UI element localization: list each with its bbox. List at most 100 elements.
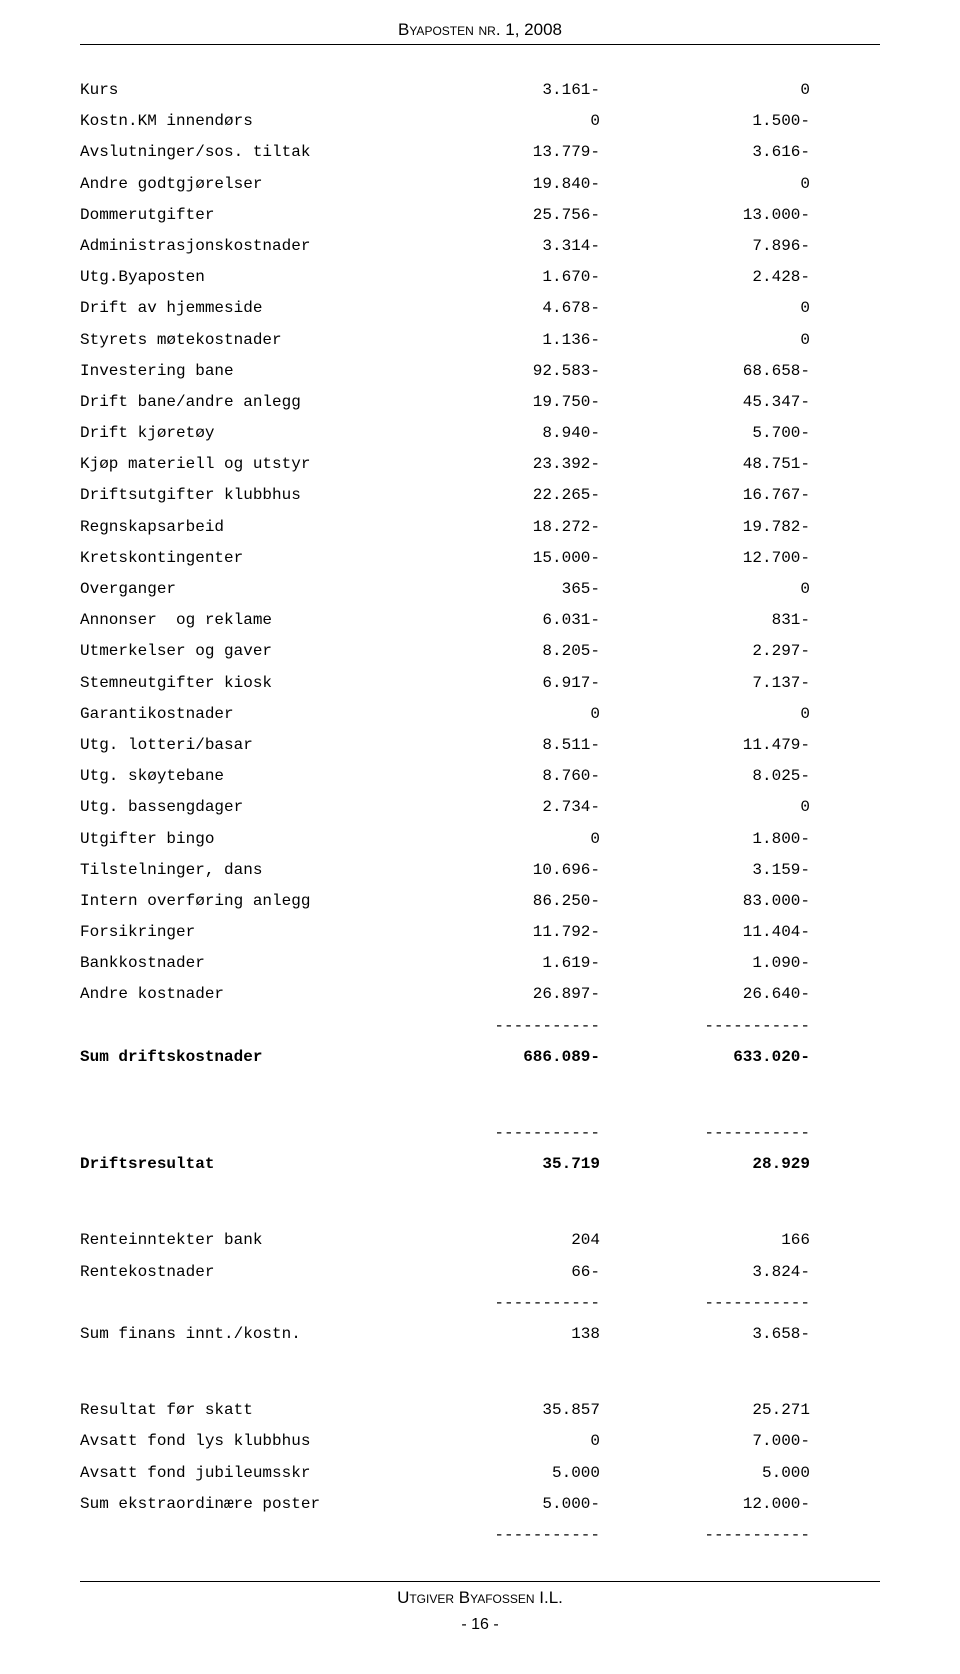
sum-finans-c2: 3.658- (600, 1319, 810, 1350)
footer-rule (80, 1581, 880, 1582)
divider: ----------- (600, 1118, 810, 1149)
finans-row: Renteinntekter bank204166 (80, 1225, 880, 1256)
row-col2: 5.700- (600, 418, 810, 449)
row-label: Drift kjøretøy (80, 418, 410, 449)
table-row: Kostn.KM innendørs01.500- (80, 106, 880, 137)
row-col1: 5.000- (410, 1489, 600, 1520)
row-label: Renteinntekter bank (80, 1225, 410, 1256)
row-col1: 1.619- (410, 948, 600, 979)
row-col2: 2.428- (600, 262, 810, 293)
row-col2: 25.271 (600, 1395, 810, 1426)
empty (80, 1520, 410, 1551)
finans-table: Renteinntekter bank204166Rentekostnader6… (80, 1225, 880, 1287)
row-label: Andre kostnader (80, 979, 410, 1010)
row-col2: 12.700- (600, 543, 810, 574)
row-label: Utmerkelser og gaver (80, 636, 410, 667)
row-label: Forsikringer (80, 917, 410, 948)
table-row: Bankkostnader1.619-1.090- (80, 948, 880, 979)
row-label: Styrets møtekostnader (80, 325, 410, 356)
row-label: Drift av hjemmeside (80, 293, 410, 324)
row-col1: 0 (410, 699, 600, 730)
row-col2: 45.347- (600, 387, 810, 418)
table-row: Overganger365-0 (80, 574, 880, 605)
row-col1: 92.583- (410, 356, 600, 387)
row-col1: 365- (410, 574, 600, 605)
row-col2: 16.767- (600, 480, 810, 511)
row-label: Stemneutgifter kiosk (80, 668, 410, 699)
driftsresultat-label: Driftsresultat (80, 1149, 410, 1180)
divider-row: ----------- ----------- (80, 1011, 880, 1042)
row-col1: 1.136- (410, 325, 600, 356)
row-label: Garantikostnader (80, 699, 410, 730)
row-col2: 19.782- (600, 512, 810, 543)
finans-row: Rentekostnader66-3.824- (80, 1257, 880, 1288)
row-col1: 3.314- (410, 231, 600, 262)
row-col2: 26.640- (600, 979, 810, 1010)
sum-driftskostnader-row: Sum driftskostnader 686.089- 633.020- (80, 1042, 880, 1073)
row-label: Tilstelninger, dans (80, 855, 410, 886)
table-row: Kretskontingenter15.000-12.700- (80, 543, 880, 574)
row-col2: 7.137- (600, 668, 810, 699)
sum-finans-label: Sum finans innt./kostn. (80, 1319, 410, 1350)
row-col1: 23.392- (410, 449, 600, 480)
row-col2: 13.000- (600, 200, 810, 231)
row-col2: 0 (600, 792, 810, 823)
row-col2: 0 (600, 325, 810, 356)
row-col2: 3.824- (600, 1257, 810, 1288)
table-row: Avslutninger/sos. tiltak13.779-3.616- (80, 137, 880, 168)
row-col2: 8.025- (600, 761, 810, 792)
row-col2: 3.616- (600, 137, 810, 168)
row-label: Avsatt fond jubileumsskr (80, 1458, 410, 1489)
row-col1: 8.940- (410, 418, 600, 449)
row-label: Utg. skøytebane (80, 761, 410, 792)
row-label: Driftsutgifter klubbhus (80, 480, 410, 511)
row-col1: 19.750- (410, 387, 600, 418)
row-label: Utg.Byaposten (80, 262, 410, 293)
table-row: Intern overføring anlegg86.250-83.000- (80, 886, 880, 917)
page-number: - 16 - (80, 1616, 880, 1634)
resultat-row: Avsatt fond jubileumsskr5.0005.000 (80, 1458, 880, 1489)
table-row: Kjøp materiell og utstyr23.392-48.751- (80, 449, 880, 480)
row-col1: 0 (410, 1426, 600, 1457)
row-col2: 1.500- (600, 106, 810, 137)
row-col1: 1.670- (410, 262, 600, 293)
row-label: Utg. bassengdager (80, 792, 410, 823)
divider: ----------- (600, 1011, 810, 1042)
row-col1: 8.205- (410, 636, 600, 667)
table-row: Investering bane92.583-68.658- (80, 356, 880, 387)
row-col1: 8.511- (410, 730, 600, 761)
main-table: Kurs3.161-0Kostn.KM innendørs01.500-Avsl… (80, 75, 880, 1011)
row-col1: 19.840- (410, 169, 600, 200)
divider: ----------- (410, 1520, 600, 1551)
row-col2: 11.479- (600, 730, 810, 761)
empty (80, 1288, 410, 1319)
row-label: Kjøp materiell og utstyr (80, 449, 410, 480)
row-col2: 7.000- (600, 1426, 810, 1457)
row-col1: 10.696- (410, 855, 600, 886)
header-rule (80, 44, 880, 45)
row-col2: 831- (600, 605, 810, 636)
row-col1: 204 (410, 1225, 600, 1256)
row-col1: 3.161- (410, 75, 600, 106)
resultat-row: Sum ekstraordinære poster5.000-12.000- (80, 1489, 880, 1520)
row-col2: 0 (600, 75, 810, 106)
divider-row: ----------- ----------- (80, 1118, 880, 1149)
table-row: Andre kostnader26.897-26.640- (80, 979, 880, 1010)
row-label: Dommerutgifter (80, 200, 410, 231)
divider-row: ----------- ----------- (80, 1288, 880, 1319)
table-row: Utgifter bingo01.800- (80, 824, 880, 855)
table-row: Garantikostnader00 (80, 699, 880, 730)
divider-row: ----------- ----------- (80, 1520, 880, 1551)
row-col2: 1.090- (600, 948, 810, 979)
page-footer: Utgiver Byafossen I.L. (80, 1588, 880, 1608)
table-row: Regnskapsarbeid18.272-19.782- (80, 512, 880, 543)
row-label: Andre godtgjørelser (80, 169, 410, 200)
sum-finans-row: Sum finans innt./kostn. 138 3.658- (80, 1319, 880, 1350)
row-label: Rentekostnader (80, 1257, 410, 1288)
row-label: Intern overføring anlegg (80, 886, 410, 917)
table-row: Utg. skøytebane8.760-8.025- (80, 761, 880, 792)
table-row: Tilstelninger, dans10.696-3.159- (80, 855, 880, 886)
row-col1: 6.917- (410, 668, 600, 699)
row-col1: 22.265- (410, 480, 600, 511)
row-label: Annonser og reklame (80, 605, 410, 636)
